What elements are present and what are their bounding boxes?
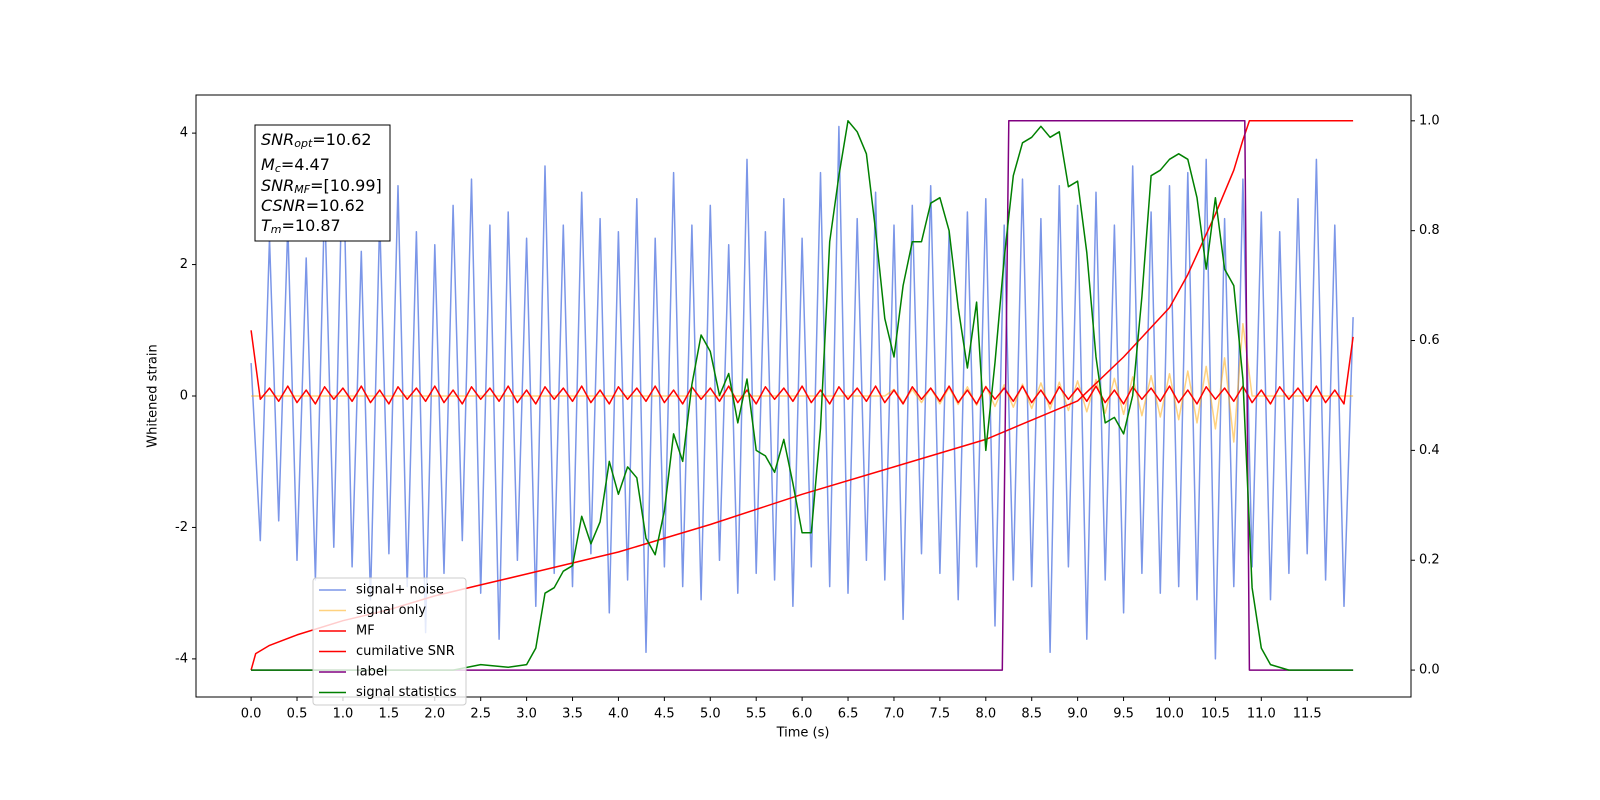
x-tick-label: 4.0	[608, 707, 629, 722]
x-tick-label: 5.0	[700, 707, 721, 722]
legend-label: MF	[356, 624, 375, 639]
x-tick-label: 6.5	[838, 707, 859, 722]
x-tick-label: 9.0	[1067, 707, 1088, 722]
annotation-text: SNRopt=10.62	[261, 130, 372, 151]
legend-label: label	[356, 665, 387, 680]
x-tick-label: 10.0	[1155, 707, 1184, 722]
x-tick-label: 8.5	[1021, 707, 1042, 722]
x-tick-label: 5.5	[746, 707, 767, 722]
y-tick-label: 4	[180, 126, 188, 141]
x-tick-label: 0.0	[241, 707, 262, 722]
x-tick-label: 4.5	[654, 707, 675, 722]
x-tick-label: 7.0	[884, 707, 905, 722]
legend-label: cumilative SNR	[356, 644, 455, 659]
x-tick-label: 11.5	[1293, 707, 1322, 722]
annotation-rest: =[10.99]	[310, 176, 382, 195]
annotation-rest: =10.62	[312, 130, 371, 149]
legend-label: signal only	[356, 603, 426, 618]
y2-tick-label: 0.2	[1419, 553, 1440, 568]
y2-tick-label: 0.4	[1419, 443, 1440, 458]
x-tick-label: 1.5	[379, 707, 400, 722]
legend-box	[312, 577, 467, 706]
annotation-rest: =10.87	[282, 216, 341, 235]
x-tick-label: 0.5	[287, 707, 308, 722]
x-tick-label: 2.5	[470, 707, 491, 722]
y-tick-label: -2	[175, 520, 188, 535]
annotation-box	[254, 124, 391, 242]
legend-label: signal+ noise	[356, 583, 444, 598]
y-axis-label: Whitened strain	[146, 344, 161, 447]
annotation-text: Tm=10.87	[261, 216, 341, 237]
x-axis-label: Time (s)	[776, 726, 830, 741]
y2-tick-label: 1.0	[1419, 113, 1440, 128]
x-tick-label: 3.5	[562, 707, 583, 722]
annotation-main: CSNR	[261, 196, 306, 215]
y2-tick-label: 0.0	[1419, 663, 1440, 678]
x-tick-label: 1.0	[333, 707, 354, 722]
x-tick-label: 3.0	[516, 707, 537, 722]
legend-label: signal statistics	[356, 685, 457, 700]
series-line	[251, 120, 1354, 671]
series-line	[250, 125, 1354, 660]
annotation-sub: MF	[294, 183, 310, 196]
y2-tick-label: 0.6	[1419, 333, 1440, 348]
series-line	[251, 120, 1354, 671]
x-tick-label: 10.5	[1201, 707, 1230, 722]
annotation-text: CSNR=10.62	[261, 196, 365, 215]
annotation-main: SNR	[261, 176, 294, 195]
annotation-rest: =10.62	[306, 196, 365, 215]
annotation-text: SNRMF=[10.99]	[261, 176, 382, 197]
y-tick-label: 2	[180, 257, 188, 272]
x-tick-label: 7.5	[930, 707, 951, 722]
series-line	[251, 322, 1354, 443]
y-tick-label: 0	[180, 389, 188, 404]
annotation-sub: opt	[294, 137, 313, 150]
x-tick-label: 2.0	[424, 707, 445, 722]
annotation-sub: c	[275, 162, 281, 175]
y2-tick-label: 0.8	[1419, 223, 1440, 238]
x-tick-label: 8.0	[975, 707, 996, 722]
annotation-main: M	[261, 155, 275, 174]
x-tick-label: 9.5	[1113, 707, 1134, 722]
x-tick-label: 11.0	[1247, 707, 1276, 722]
annotation-text: Mc=4.47	[261, 155, 330, 176]
y-tick-label: -4	[175, 651, 188, 666]
annotation-rest: =4.47	[281, 155, 330, 174]
annotation-sub: m	[271, 223, 282, 236]
x-tick-label: 6.0	[792, 707, 813, 722]
annotation-main: T	[261, 216, 272, 235]
annotation-main: SNR	[261, 130, 294, 149]
series-line	[250, 330, 1354, 405]
